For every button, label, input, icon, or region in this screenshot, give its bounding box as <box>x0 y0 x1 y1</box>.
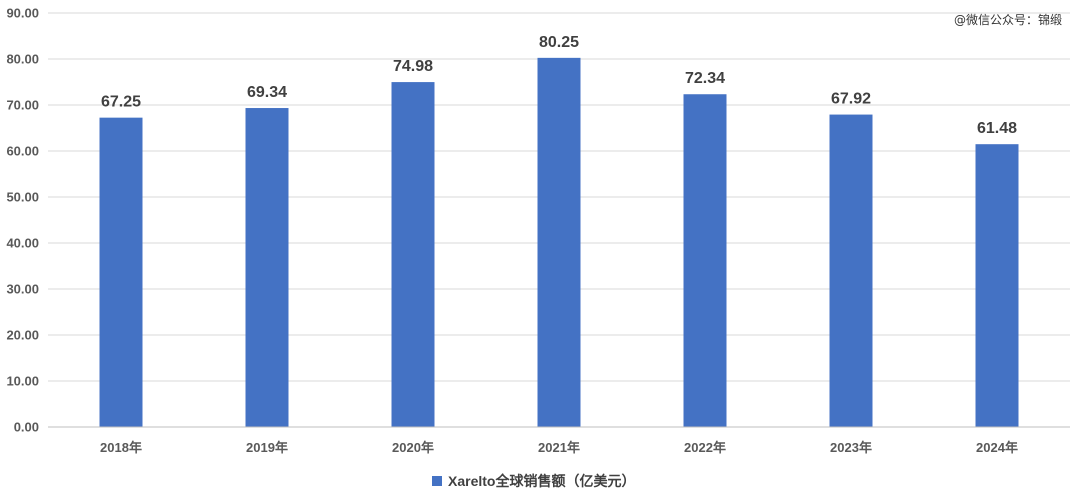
bar <box>245 108 289 427</box>
x-axis-ticks: 2018年 2019年 2020年 2021年 2022年 2023年 2024年 <box>100 440 1018 455</box>
x-tick-label: 2020年 <box>392 440 434 455</box>
bars <box>99 57 1019 428</box>
data-label: 67.25 <box>101 94 141 111</box>
y-tick-label: 0.00 <box>14 420 39 435</box>
y-tick-label: 30.00 <box>6 282 39 297</box>
data-label: 67.92 <box>831 91 871 108</box>
y-tick-label: 20.00 <box>6 328 39 343</box>
data-label: 72.34 <box>685 70 725 87</box>
y-tick-label: 50.00 <box>6 190 39 205</box>
x-tick-label: 2021年 <box>538 440 580 455</box>
y-tick-label: 80.00 <box>6 52 39 67</box>
bar <box>683 94 727 428</box>
data-label: 80.25 <box>539 34 579 51</box>
y-tick-label: 60.00 <box>6 144 39 159</box>
data-label: 74.98 <box>393 58 433 75</box>
x-tick-label: 2018年 <box>100 440 142 455</box>
legend: Xarelto全球销售额（亿美元） <box>432 473 635 489</box>
legend-label: Xarelto全球销售额（亿美元） <box>448 473 635 489</box>
bar <box>829 114 873 428</box>
y-tick-label: 40.00 <box>6 236 39 251</box>
bar <box>99 117 143 428</box>
y-tick-label: 70.00 <box>6 98 39 113</box>
data-label: 69.34 <box>247 84 287 101</box>
y-axis-ticks: 0.00 10.00 20.00 30.00 40.00 50.00 60.00 70.00 8… <box>6 6 39 435</box>
x-tick-label: 2024年 <box>976 440 1018 455</box>
y-tick-label: 10.00 <box>6 374 39 389</box>
watermark-text: @微信公众号：锦缎 <box>954 12 1062 27</box>
bar <box>537 57 581 427</box>
bar <box>975 144 1019 427</box>
x-tick-label: 2019年 <box>246 440 288 455</box>
x-tick-label: 2022年 <box>684 440 726 455</box>
data-label: 61.48 <box>977 120 1017 137</box>
x-tick-label: 2023年 <box>830 440 872 455</box>
legend-swatch <box>432 476 442 486</box>
y-tick-label: 90.00 <box>6 6 39 21</box>
data-labels: 67.25 69.34 74.98 80.25 72.34 67.92 61.48 <box>101 34 1017 137</box>
bar <box>391 82 435 427</box>
